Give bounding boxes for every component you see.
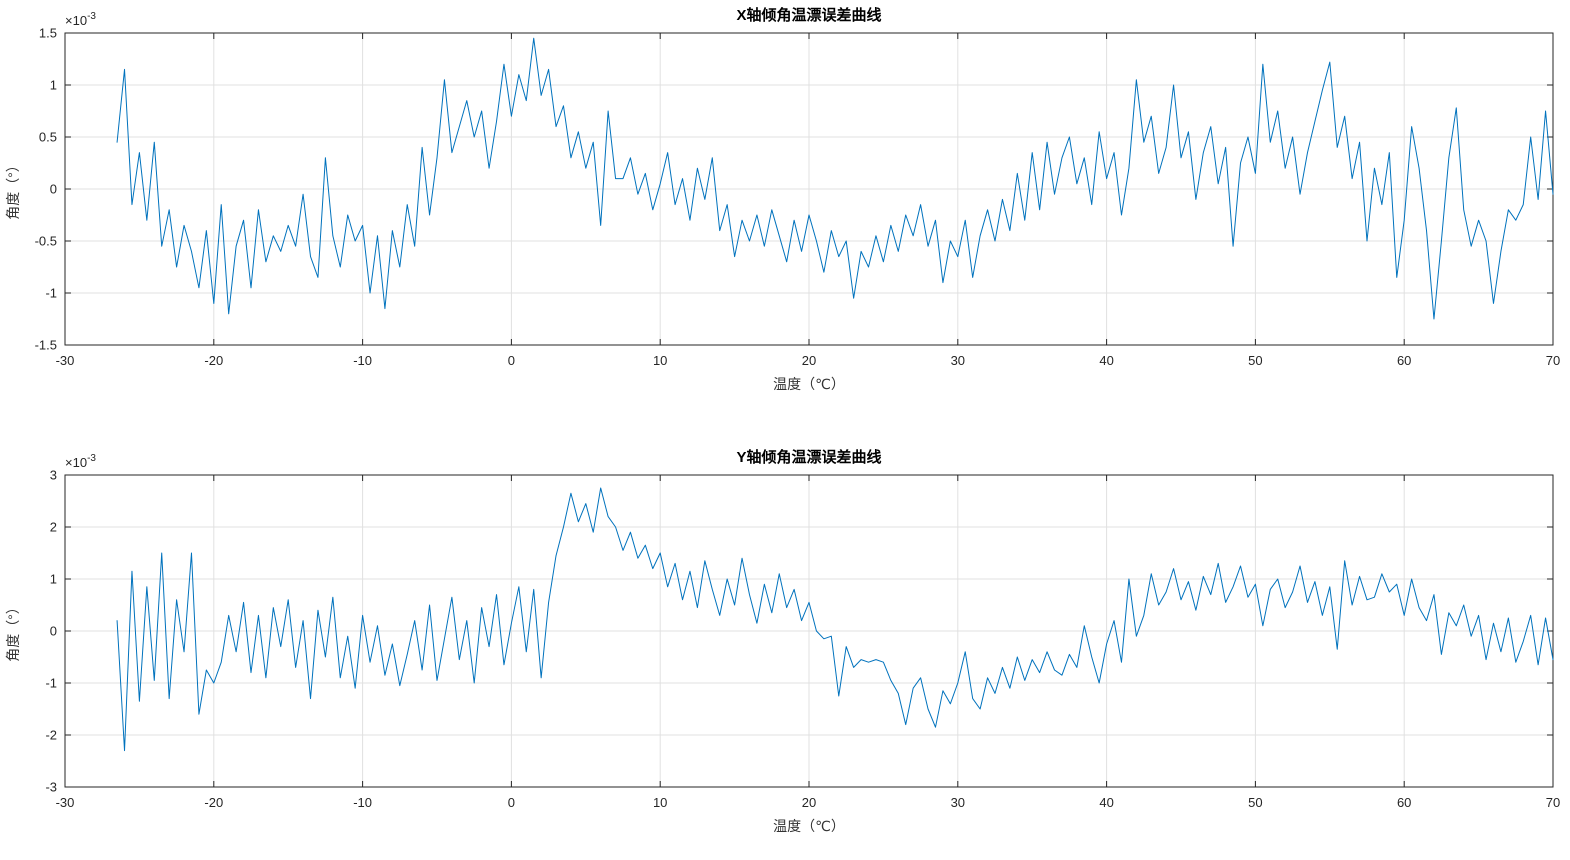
x-tick-label: 50 — [1248, 353, 1262, 368]
y-axis-multiplier: ×10-3 — [65, 11, 96, 28]
y-tick-label: 1.5 — [39, 26, 57, 41]
series-layer — [116, 487, 1554, 752]
x-tick-label: 0 — [508, 353, 515, 368]
x-tick-label: 30 — [951, 795, 965, 810]
x-tick-label: -30 — [56, 795, 75, 810]
y-tick-label: 1 — [50, 572, 57, 587]
x-tick-label: 30 — [951, 353, 965, 368]
x-tick-label: 60 — [1397, 353, 1411, 368]
x-tick-label: 70 — [1546, 795, 1560, 810]
y-tick-label: 0 — [50, 624, 57, 639]
y-axis-label: 角度（°） — [5, 600, 21, 662]
x-tick-label: -10 — [353, 353, 372, 368]
x-tick-label: 70 — [1546, 353, 1560, 368]
x-tick-label: 0 — [508, 795, 515, 810]
y-tick-label: 1 — [50, 78, 57, 93]
x-tick-label: 60 — [1397, 795, 1411, 810]
y-tick-label: 2 — [50, 520, 57, 535]
x-tick-label: 50 — [1248, 795, 1262, 810]
y-tick-label: -3 — [45, 780, 57, 795]
data-series-line — [116, 487, 1554, 752]
x-tick-label: 10 — [653, 795, 667, 810]
y-tick-label: -0.5 — [35, 234, 57, 249]
x-axis-label: 温度（℃） — [773, 818, 845, 834]
x-tilt-chart-canvas: -30 -20 -10 0 10 20 30 40 50 60 70 -1.5 -1 -0.5 0 0.5 1 1… — [5, 6, 1561, 392]
y-tick-label: 0 — [50, 182, 57, 197]
y-tick-label: 0.5 — [39, 130, 57, 145]
y-axis-label: 角度（°） — [5, 158, 21, 220]
axes-layer — [64, 474, 1554, 788]
tick-label-layer: -30 -20 -10 0 10 20 30 40 50 60 70 -1.5 -1 -0.5 0 0.5 1 1… — [35, 11, 1561, 368]
y-tilt-chart-canvas: -30 -20 -10 0 10 20 30 40 50 60 70-3-2-10123×10-3 … — [5, 448, 1560, 834]
x-tick-label: 20 — [802, 353, 816, 368]
grid-layer — [64, 474, 1554, 788]
data-series-line — [116, 37, 1554, 320]
y-tick-label: -2 — [45, 728, 57, 743]
chart-title: Y轴倾角温漂误差曲线 — [736, 448, 881, 466]
y-tick-label: -1 — [45, 286, 57, 301]
x-tick-label: -10 — [353, 795, 372, 810]
y-axis-multiplier: ×10-3 — [65, 453, 96, 470]
grid-layer — [64, 32, 1554, 346]
y-tick-label: 3 — [50, 468, 57, 483]
x-tick-label: -20 — [204, 795, 223, 810]
x-tick-label: 40 — [1099, 795, 1113, 810]
chart-y-tilt-drift: -30 -20 -10 0 10 20 30 40 50 60 70 -3 -2 -1 0 1 2 3 ×10-3 … — [0, 430, 1570, 860]
y-tick-label: -1.5 — [35, 338, 57, 353]
y-tick-label: -1 — [45, 676, 57, 691]
chart-title: X轴倾角温漂误差曲线 — [736, 6, 881, 24]
x-axis-label: 温度（℃） — [773, 376, 845, 392]
x-tick-label: -20 — [204, 353, 223, 368]
series-layer — [116, 37, 1554, 320]
chart-x-tilt-drift: -30 -20 -10 0 10 20 30 40 50 60 70 -1.5 -1 -0.5 0 0.5 1 1… — [5, 6, 1561, 392]
x-tick-label: 10 — [653, 353, 667, 368]
x-tick-label: 20 — [802, 795, 816, 810]
x-tick-label: -30 — [56, 353, 75, 368]
x-tick-label: 40 — [1099, 353, 1113, 368]
